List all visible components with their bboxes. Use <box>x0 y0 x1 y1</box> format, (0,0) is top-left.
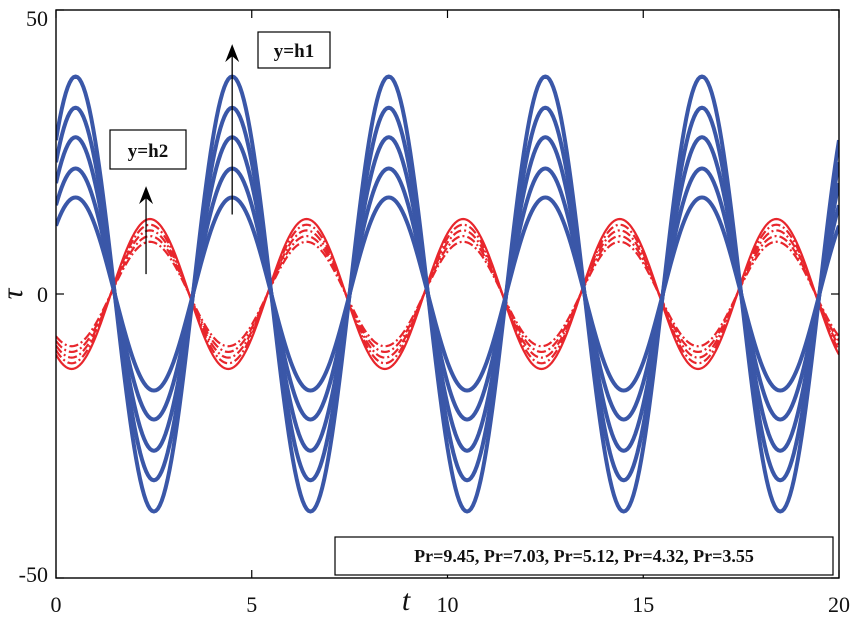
legend-box <box>334 536 834 576</box>
plot-area <box>56 10 839 578</box>
y-tick-label: 50 <box>26 6 48 31</box>
legend-text: Pr=9.45, Pr=7.03, Pr=5.12, Pr=4.32, Pr=3… <box>414 546 754 566</box>
x-tick-label: 5 <box>246 592 257 617</box>
annotation-h1-arrow-head <box>225 44 240 63</box>
y-axis-label: τ <box>0 287 29 299</box>
x-axis-label: t <box>402 584 411 617</box>
annotation-h2-text: y=h2 <box>128 141 168 162</box>
annotation-h1-text: y=h1 <box>274 41 314 62</box>
series-layer <box>56 74 839 514</box>
annotation-h1: y=h1 <box>225 31 331 215</box>
annotation-h2-box <box>109 129 187 170</box>
series-line-h1-5 <box>56 195 839 393</box>
annotation-h2-arrow-head <box>139 186 154 205</box>
y-tick-label: 0 <box>37 282 48 307</box>
x-tick-label: 20 <box>828 592 850 617</box>
legend: Pr=9.45, Pr=7.03, Pr=5.12, Pr=4.32, Pr=3… <box>334 536 834 576</box>
x-tick-label: 10 <box>437 592 459 617</box>
series-line-h2-5 <box>56 240 839 348</box>
y-tick-label: -50 <box>19 562 48 587</box>
x-tick-label: 15 <box>632 592 654 617</box>
x-tick-label: 0 <box>51 592 62 617</box>
annotation-h2: y=h2 <box>109 129 187 275</box>
annotation-h1-box <box>257 31 331 69</box>
